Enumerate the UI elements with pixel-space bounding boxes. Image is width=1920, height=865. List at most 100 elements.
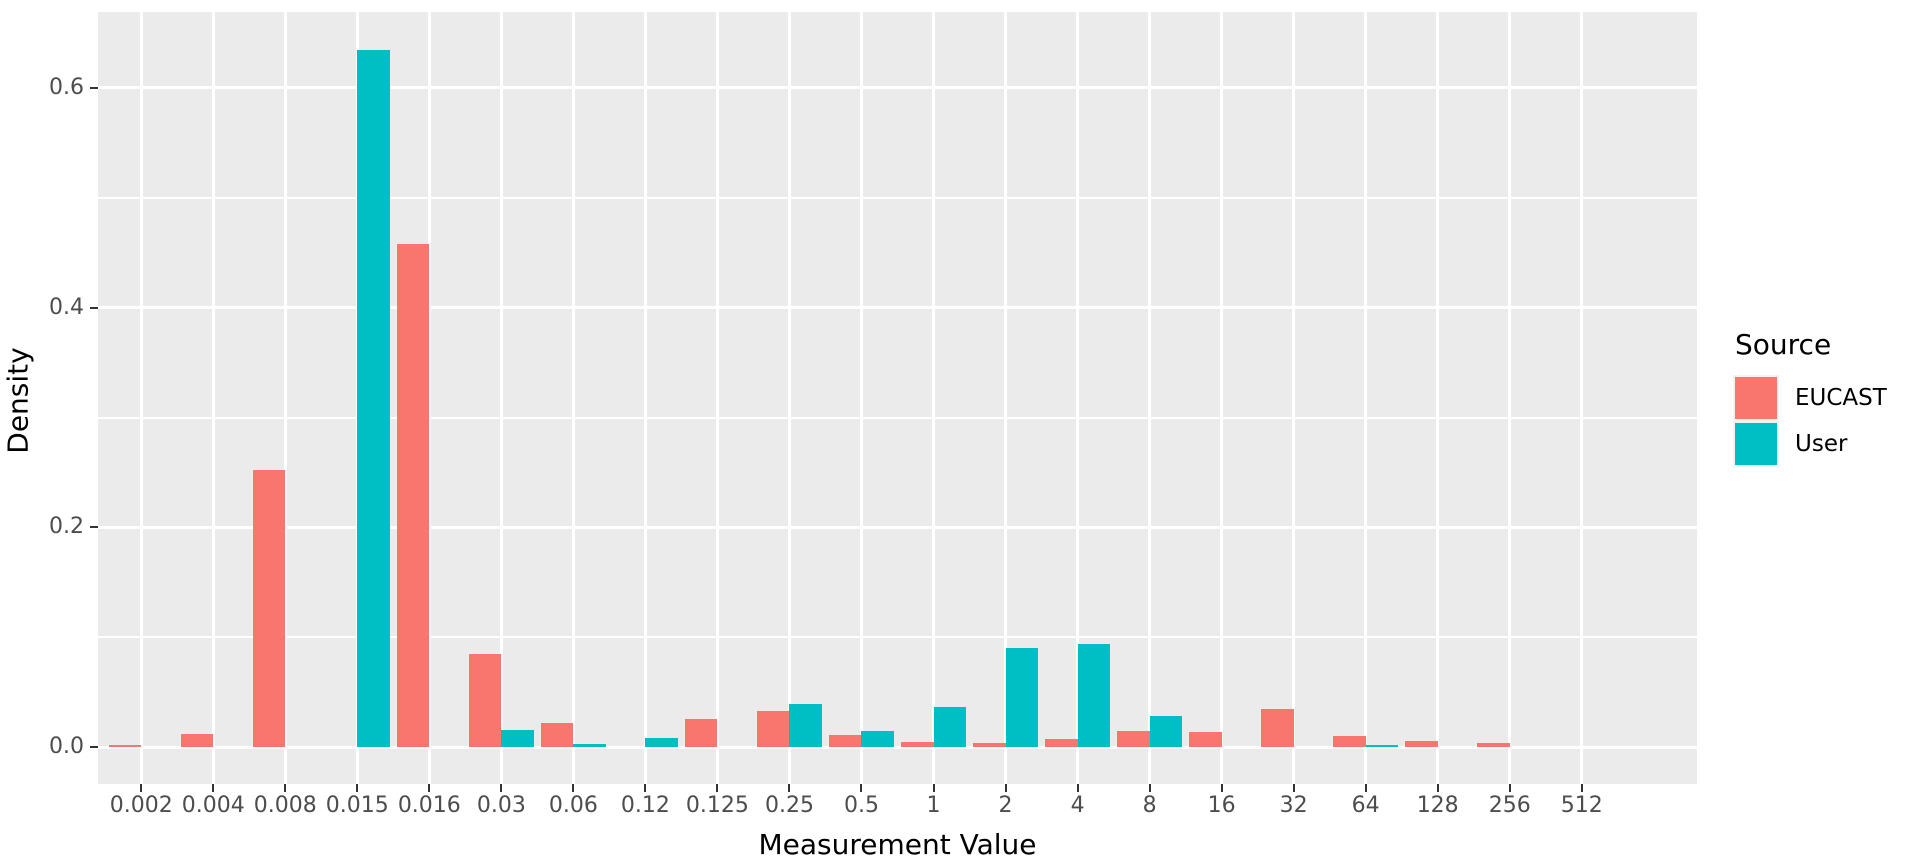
y-tick-mark xyxy=(90,746,98,749)
x-tick-mark xyxy=(860,784,863,792)
x-tick-label: 0.12 xyxy=(620,793,670,818)
legend-entry-eucast: EUCAST xyxy=(1733,375,1887,421)
y-tick-label: 0.4 xyxy=(49,294,84,320)
y-tick-label: 0.6 xyxy=(49,74,84,100)
bar-user-2 xyxy=(1005,648,1038,748)
major-gridline xyxy=(98,86,1697,90)
x-tick-label: 0.25 xyxy=(764,793,814,818)
y-axis-title: Density xyxy=(1,347,35,454)
x-tick-label: 2 xyxy=(998,793,1013,818)
x-tick-mark xyxy=(1580,784,1583,792)
bar-eucast-8 xyxy=(1117,730,1150,748)
x-tick-label: 256 xyxy=(1488,793,1531,818)
x-tick-label: 0.125 xyxy=(685,793,749,818)
bar-eucast-32 xyxy=(1261,708,1294,748)
major-gridline-vertical xyxy=(1292,12,1296,784)
major-gridline-vertical xyxy=(1436,12,1440,784)
major-gridline-vertical xyxy=(932,12,935,784)
bar-eucast-0.25 xyxy=(757,710,790,748)
legend-title: Source xyxy=(1735,328,1832,361)
legend-label: User xyxy=(1795,431,1848,457)
x-tick-label: 1 xyxy=(926,793,941,818)
bar-user-4 xyxy=(1077,643,1110,748)
x-tick-label: 0.004 xyxy=(181,793,245,818)
x-tick-mark xyxy=(1436,784,1439,792)
bar-eucast-2 xyxy=(973,742,1006,748)
bar-user-1 xyxy=(933,706,966,748)
minor-gridline xyxy=(98,416,1697,419)
major-gridline-vertical xyxy=(499,12,503,784)
x-tick-mark xyxy=(500,784,503,792)
major-gridline-vertical xyxy=(139,12,143,784)
x-tick-label: 32 xyxy=(1279,793,1308,818)
y-tick-mark xyxy=(90,526,98,529)
bar-eucast-128 xyxy=(1405,740,1438,748)
x-tick-mark xyxy=(1220,784,1223,792)
major-gridline-vertical xyxy=(787,12,791,784)
major-gridline-vertical xyxy=(715,12,719,784)
legend-label: EUCAST xyxy=(1795,385,1887,411)
major-gridline xyxy=(98,745,1697,749)
bar-user-0.06 xyxy=(573,743,606,748)
major-gridline xyxy=(98,525,1697,529)
major-gridline-vertical xyxy=(283,12,287,784)
bar-user-8 xyxy=(1149,716,1182,748)
bar-eucast-0.03 xyxy=(468,653,502,748)
bar-eucast-0.06 xyxy=(540,723,574,748)
major-gridline-vertical xyxy=(1508,12,1512,784)
x-tick-mark xyxy=(716,784,719,792)
legend-key xyxy=(1733,375,1779,421)
bar-eucast-16 xyxy=(1189,731,1222,748)
x-tick-mark xyxy=(428,784,431,792)
minor-gridline xyxy=(98,636,1697,639)
x-tick-label: 8 xyxy=(1142,793,1157,818)
bar-eucast-0.125 xyxy=(685,718,718,748)
bar-eucast-0.002 xyxy=(108,744,142,748)
major-gridline-vertical xyxy=(1004,12,1008,784)
x-tick-label: 4 xyxy=(1070,793,1085,818)
bar-user-64 xyxy=(1365,744,1399,748)
user-swatch xyxy=(1735,423,1777,465)
x-tick-label: 0.015 xyxy=(325,793,389,818)
x-tick-mark xyxy=(1292,784,1295,792)
x-tick-mark xyxy=(1076,784,1079,792)
major-gridline-vertical xyxy=(1148,12,1152,784)
x-axis-title: Measurement Value xyxy=(758,828,1037,861)
x-tick-label: 0.06 xyxy=(548,793,598,818)
bar-eucast-0.016 xyxy=(396,243,430,748)
major-gridline xyxy=(98,306,1697,310)
x-tick-label: 0.016 xyxy=(397,793,461,818)
y-tick-mark xyxy=(90,86,98,89)
x-tick-mark xyxy=(1148,784,1151,792)
x-tick-label: 0.5 xyxy=(843,793,879,818)
x-tick-mark xyxy=(356,784,359,792)
major-gridline-vertical xyxy=(1364,12,1368,784)
x-tick-mark xyxy=(932,784,935,792)
x-tick-label: 16 xyxy=(1207,793,1236,818)
major-gridline-vertical xyxy=(571,12,575,784)
major-gridline-vertical xyxy=(211,12,215,784)
x-tick-mark xyxy=(644,784,647,792)
bar-eucast-4 xyxy=(1045,739,1078,748)
bar-eucast-0.004 xyxy=(180,733,214,748)
bar-user-0.015 xyxy=(357,50,390,748)
bar-eucast-0.5 xyxy=(829,735,862,748)
major-gridline-vertical xyxy=(427,12,431,784)
x-tick-label: 0.002 xyxy=(109,793,173,818)
legend: Source EUCAST User xyxy=(1733,328,1887,467)
legend-entries: EUCAST User xyxy=(1733,375,1887,467)
y-tick-label: 0.0 xyxy=(49,734,84,760)
major-gridline-vertical xyxy=(1076,12,1080,784)
legend-key xyxy=(1733,421,1779,467)
x-tick-mark xyxy=(140,784,143,792)
x-tick-label: 128 xyxy=(1416,793,1459,818)
x-tick-label: 0.008 xyxy=(253,793,317,818)
bar-eucast-256 xyxy=(1477,742,1510,748)
bar-user-0.25 xyxy=(789,704,822,748)
x-tick-mark xyxy=(1004,784,1007,792)
legend-entry-user: User xyxy=(1733,421,1887,467)
bar-user-0.5 xyxy=(861,730,894,748)
bar-user-0.12 xyxy=(645,738,678,748)
major-gridline-vertical xyxy=(1580,12,1584,784)
x-tick-label: 0.03 xyxy=(476,793,526,818)
